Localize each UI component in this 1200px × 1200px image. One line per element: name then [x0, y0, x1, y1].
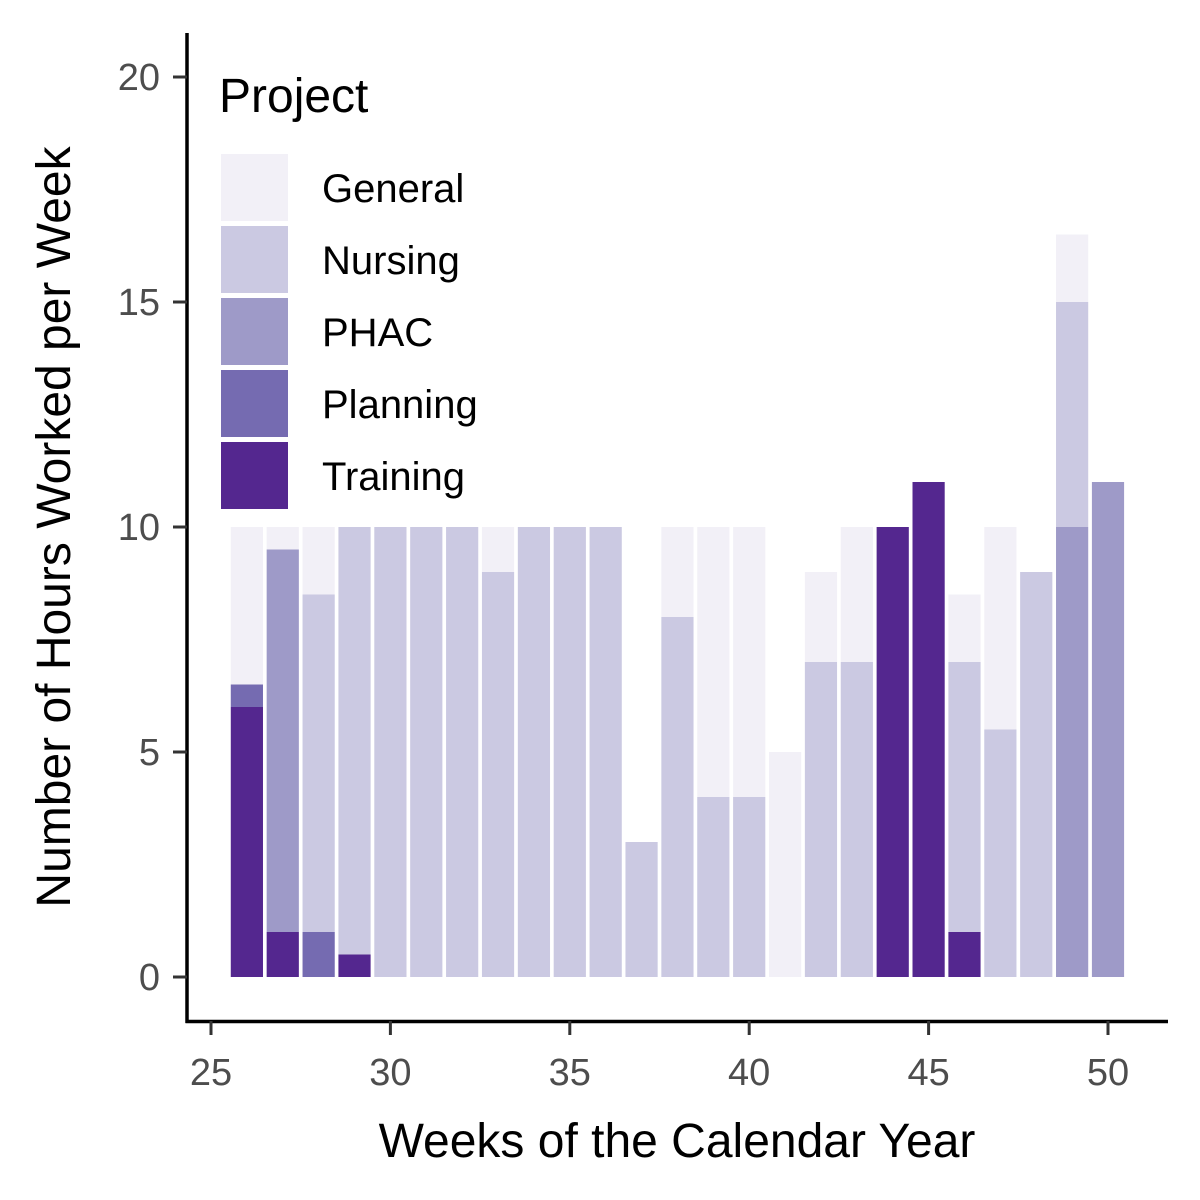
legend-key-phac — [221, 298, 288, 365]
legend-key-general — [221, 154, 288, 221]
y-tick-label: 20 — [118, 57, 160, 99]
bars-group — [230, 234, 1125, 977]
bar-segment-week-40-general — [733, 527, 766, 797]
bar-segment-week-26-general — [230, 527, 263, 685]
bar-segment-week-38-general — [661, 527, 694, 617]
bar-segment-week-44-training — [876, 527, 909, 977]
y-axis-title: Number of Hours Worked per Week — [28, 145, 81, 907]
x-tick-label: 50 — [1087, 1052, 1129, 1094]
x-tick-label: 45 — [907, 1052, 949, 1094]
y-tick-label: 0 — [139, 957, 160, 999]
legend-label-training: Training — [322, 455, 465, 499]
legend: Project General Nursing PHAC Planning Traini… — [219, 70, 478, 509]
bar-segment-week-27-training — [266, 932, 299, 977]
x-ticks-group: 25 30 35 40 45 50 — [190, 1021, 1129, 1094]
bar-segment-week-31-nursing — [410, 527, 443, 977]
bar-segment-week-37-nursing — [625, 842, 658, 977]
bar-segment-week-48-nursing — [1020, 572, 1053, 977]
bar-segment-week-33-general — [481, 527, 515, 572]
legend-key-training — [221, 442, 288, 509]
y-tick-label: 5 — [139, 732, 160, 774]
y-tick-label: 10 — [118, 507, 160, 549]
bar-segment-week-30-nursing — [374, 527, 407, 977]
bar-segment-week-50-phac — [1091, 482, 1125, 977]
legend-label-planning: Planning — [322, 383, 478, 427]
x-tick-label: 25 — [190, 1052, 232, 1094]
bar-segment-week-29-training — [338, 954, 371, 977]
x-tick-label: 40 — [728, 1052, 770, 1094]
bar-segment-week-29-nursing — [338, 527, 371, 955]
x-axis-title: Weeks of the Calendar Year — [379, 1115, 976, 1168]
bar-segment-week-27-general — [266, 527, 299, 550]
legend-label-phac: PHAC — [322, 311, 433, 355]
bar-segment-week-42-general — [804, 572, 838, 662]
bar-segment-week-34-nursing — [517, 527, 551, 977]
y-tick-label: 15 — [118, 282, 160, 324]
bar-segment-week-47-general — [984, 527, 1017, 730]
legend-label-general: General — [322, 167, 464, 211]
bar-segment-week-49-phac — [1056, 527, 1089, 977]
bar-segment-week-46-training — [948, 932, 981, 977]
bar-segment-week-28-general — [302, 527, 335, 595]
bar-segment-week-46-nursing — [948, 662, 981, 932]
bar-segment-week-49-nursing — [1056, 302, 1089, 527]
x-tick-label: 35 — [549, 1052, 591, 1094]
bar-segment-week-41-general — [768, 752, 802, 977]
bar-segment-week-32-nursing — [446, 527, 479, 977]
bar-segment-week-46-general — [948, 594, 981, 662]
bar-segment-week-33-nursing — [481, 572, 515, 977]
bar-segment-week-49-general — [1056, 234, 1089, 302]
bar-segment-week-47-nursing — [984, 729, 1017, 977]
legend-key-nursing — [221, 226, 288, 293]
x-tick-label: 30 — [369, 1052, 411, 1094]
bar-segment-week-45-training — [912, 482, 945, 977]
bar-segment-week-26-training — [230, 707, 263, 977]
bar-segment-week-39-general — [697, 527, 730, 797]
bar-segment-week-27-phac — [266, 549, 299, 932]
bar-segment-week-39-nursing — [697, 797, 730, 977]
legend-label-nursing: Nursing — [322, 239, 460, 283]
bar-segment-week-40-nursing — [733, 797, 766, 977]
legend-title: Project — [219, 70, 368, 123]
bar-segment-week-38-nursing — [661, 617, 694, 977]
bar-segment-week-43-general — [840, 527, 873, 662]
y-ticks-group: 0 5 10 15 20 — [118, 57, 187, 999]
bar-segment-week-36-nursing — [589, 527, 622, 977]
bar-segment-week-28-nursing — [302, 594, 335, 932]
legend-key-planning — [221, 370, 288, 437]
bar-segment-week-42-nursing — [804, 662, 838, 977]
bar-segment-week-28-planning — [302, 932, 335, 977]
bar-segment-week-35-nursing — [553, 527, 586, 977]
bar-segment-week-26-planning — [230, 684, 263, 707]
bar-segment-week-43-nursing — [840, 662, 873, 977]
